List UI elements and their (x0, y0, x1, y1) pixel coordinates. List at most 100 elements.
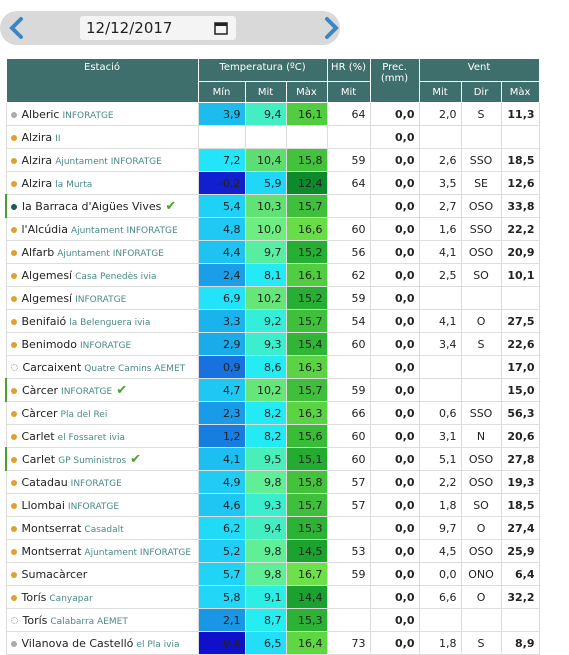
wind-dir: O (460, 309, 502, 333)
station-cell: la Barraca d'Aigües Vives ✔ (5, 194, 199, 218)
status-dot (10, 249, 17, 256)
humidity: 59 (326, 562, 371, 586)
station-name: Sumacàrcer (21, 567, 88, 581)
station-name: Vilanova de Castelló (21, 636, 134, 650)
precipitation: 0,0 (369, 470, 420, 494)
subheader: Màx (285, 81, 328, 103)
status-dot (10, 571, 17, 578)
station-row: Alzira II 0,0 (5, 125, 540, 149)
prev-day[interactable] (4, 15, 30, 41)
temp-min: 6,9 (197, 286, 246, 310)
wind-dir: S (460, 631, 502, 655)
humidity: 73 (326, 631, 371, 655)
temp-min: 3,3 (197, 309, 246, 333)
temp-mit: 6,5 (244, 631, 287, 655)
wind-dir: SO (460, 493, 502, 517)
status-dot (10, 617, 18, 624)
station-place: el Fossaret ivia (57, 432, 126, 443)
station-cell: Montserrat Ajuntament INFORATGE (5, 539, 199, 563)
status-dot (10, 295, 17, 302)
temp-mit: 9,3 (244, 493, 287, 517)
station-place: el Pla ivia (136, 639, 180, 650)
station-cell: Alzira II (5, 125, 199, 149)
station-place: INFORATGE (62, 110, 114, 121)
wind-mean: 1,8 (418, 631, 462, 655)
wind-dir (460, 378, 502, 402)
wind-mean (418, 608, 462, 632)
station-cell: Catadau INFORATGE (5, 470, 199, 494)
status-dot (10, 226, 17, 233)
humidity: 59 (326, 378, 371, 402)
subheader: Màx (500, 81, 540, 103)
station-cell: Sumacàrcer (5, 562, 199, 586)
header: Prec. (mm) (369, 58, 420, 103)
status-dot (11, 456, 17, 463)
temp-mit: 9,1 (244, 585, 287, 609)
calendar-icon[interactable] (214, 21, 228, 35)
precipitation: 0,0 (369, 562, 420, 586)
humidity (326, 194, 371, 218)
wind-max: 19,3 (500, 470, 540, 494)
station-place: Ajuntament INFORATGE (55, 156, 162, 167)
station-place: INFORATGE (61, 386, 113, 397)
station-row: Alzira la Murta -0,2 5,9 12,4 64 0,0 3,5 SE 12,6 (5, 171, 540, 195)
station-name: Carlet (22, 452, 56, 466)
precipitation: 0,0 (369, 378, 420, 402)
status-dot (10, 502, 17, 509)
wind-max (500, 125, 540, 149)
station-name: la Barraca d'Aigües Vives (22, 199, 162, 213)
wind-max: 22,2 (500, 217, 540, 241)
temp-max: 16,7 (285, 562, 328, 586)
next-day[interactable] (318, 15, 344, 41)
precipitation: 0,0 (369, 585, 420, 609)
station-cell: Carlet GP Suministros ✔ (5, 447, 199, 471)
wind-max: 27,5 (500, 309, 540, 333)
station-cell: Montserrat Casadalt (5, 516, 199, 540)
temp-max: 15,1 (285, 447, 328, 471)
wind-dir: S (460, 102, 502, 126)
station-row: Càrcer Pla del Rei 2,3 8,2 16,3 66 0,0 0,6 SSO 56… (5, 401, 540, 425)
wind-mean: 9,7 (418, 516, 462, 540)
subheader: Mín (197, 81, 246, 103)
station-cell: Carcaixent Quatre Camins AEMET (5, 355, 199, 379)
wind-mean: 5,1 (418, 447, 462, 471)
temp-max: 15,3 (285, 516, 328, 540)
wind-max: 22,6 (500, 332, 540, 356)
temp-mit: 8,6 (244, 355, 287, 379)
station-row: Alberic INFORATGE 3,9 9,4 16,1 64 0,0 2,0 S 11,3 (5, 102, 540, 126)
temp-min: 4,1 (197, 447, 246, 471)
status-dot (10, 594, 17, 601)
check-icon: ✔ (130, 451, 142, 467)
date-input[interactable]: 12/12/2017 (80, 16, 236, 40)
station-cell: Vilanova de Castelló el Pla ivia (5, 631, 199, 655)
station-place: Ajuntament INFORATGE (70, 225, 178, 236)
humidity (326, 516, 371, 540)
temp-max: 15,3 (285, 608, 328, 632)
wind-dir: O (460, 516, 502, 540)
wind-max: 56,3 (500, 401, 540, 425)
temp-mit: 9,8 (244, 562, 287, 586)
station-row: la Barraca d'Aigües Vives ✔ 5,4 10,3 15,7 0,0… (5, 194, 540, 218)
temp-max: 16,6 (285, 217, 328, 241)
station-row: Benimodo INFORATGE 2,9 9,3 15,4 60 0,0 3,4 S 22,6 (5, 332, 540, 356)
humidity: 59 (326, 286, 371, 310)
station-name: Alzira (21, 153, 53, 167)
humidity: 54 (326, 309, 371, 333)
wind-dir: OSO (460, 240, 502, 264)
temp-min: -0,4 (197, 631, 246, 655)
temp-max: 15,6 (285, 424, 328, 448)
date-bar: 12/12/2017 (0, 11, 340, 45)
status-dot (10, 134, 17, 141)
wind-dir: S (460, 332, 502, 356)
wind-max: 33,8 (500, 194, 540, 218)
humidity: 60 (326, 447, 371, 471)
wind-mean: 3,1 (418, 424, 462, 448)
precipitation: 0,0 (369, 516, 420, 540)
station-cell: Torís Calabarra AEMET (5, 608, 199, 632)
humidity (326, 125, 371, 149)
station-row: Alzira Ajuntament INFORATGE 7,2 10,4 15,8 59 0… (5, 148, 540, 172)
station-name: Montserrat (21, 521, 82, 535)
wind-mean (418, 125, 462, 149)
station-place: Casadalt (84, 524, 124, 535)
temp-max: 12,4 (285, 171, 328, 195)
